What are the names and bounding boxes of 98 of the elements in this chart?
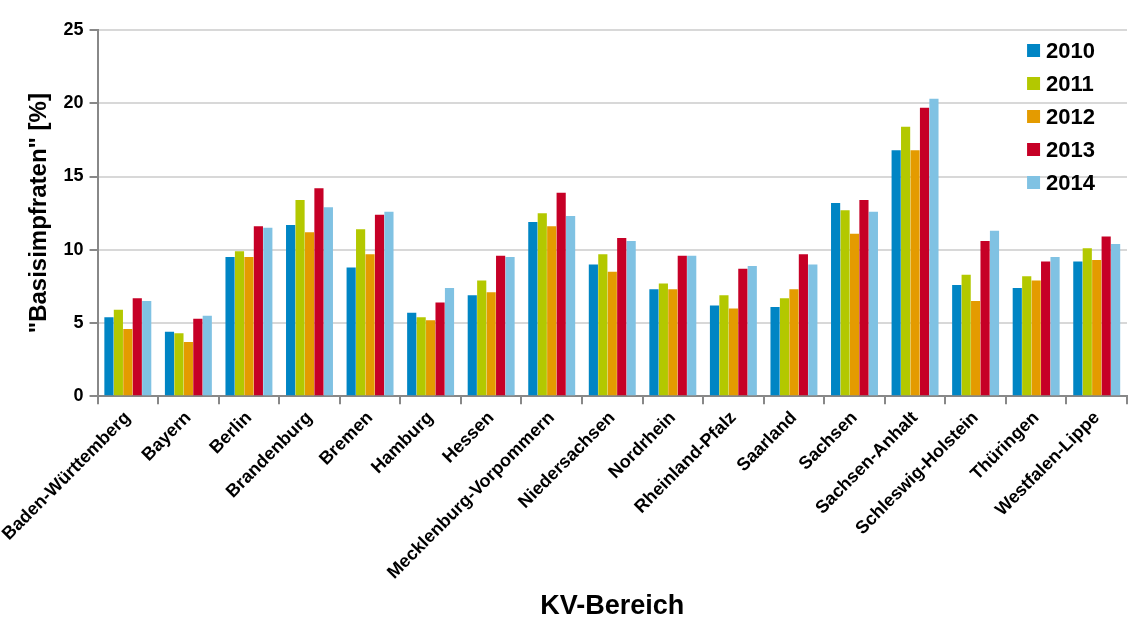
bar [346,267,356,396]
bar [304,232,315,396]
bar [971,301,981,396]
bar [668,289,678,396]
legend-label: 2012 [1046,103,1096,129]
bar [556,192,566,396]
legend-label: 2011 [1046,70,1094,96]
y-axis-title: "Basisimpfraten" [%] [23,93,51,334]
bar [1012,287,1022,396]
bar [467,295,477,396]
bar [779,298,790,396]
bar [747,265,757,396]
bar [174,333,184,396]
bar [234,251,245,396]
bar [407,312,417,396]
bar [709,305,720,396]
bar [919,107,930,396]
bar [202,315,212,396]
bar [444,287,455,396]
y-tick-label: 25 [63,18,84,39]
bar [384,211,394,396]
bar [980,241,990,396]
bar [770,306,780,396]
bar [295,199,305,396]
bar [104,317,114,396]
bar [477,280,487,396]
bar [798,254,808,396]
x-axis-title: KV-Bereich [540,590,685,621]
y-tick-label: 0 [73,385,84,406]
bar [859,199,869,396]
bar [728,308,738,396]
bar [426,320,436,396]
bar [225,257,235,396]
bar [286,224,296,396]
bar [617,238,627,396]
bar [323,207,333,396]
bar [164,331,175,396]
bar [588,264,598,396]
bar [989,230,1000,396]
bar [1073,261,1083,396]
y-tick-label: 20 [63,92,84,113]
bar [677,255,687,396]
bar [505,257,515,396]
bar [808,264,818,396]
bar [528,221,538,396]
bar [1082,248,1092,396]
bar [123,328,133,396]
bar [183,342,193,396]
bar [142,301,152,396]
y-tick-label: 5 [73,312,84,333]
bar [901,126,911,396]
bar [649,289,659,396]
bar [607,271,617,396]
bar [849,233,860,396]
bar [840,210,850,396]
bar [598,254,608,396]
bar [831,202,841,396]
bar [547,226,557,396]
bar [356,229,366,396]
bar [687,255,697,396]
bar [365,254,375,396]
bar [789,289,799,396]
bar [658,283,668,396]
bar [537,213,547,396]
bar [952,284,962,396]
bar [193,318,203,396]
bar [374,214,385,396]
bar [253,226,263,396]
bar [868,211,878,396]
legend-label: 2010 [1046,37,1096,63]
legend-label: 2014 [1046,169,1096,195]
y-tick-label: 10 [63,238,84,259]
bar [1031,280,1041,396]
legend-label: 2013 [1046,136,1096,162]
bar [1022,276,1032,396]
bar [738,268,748,396]
bar [244,257,254,396]
bar [961,274,971,396]
bar [1050,257,1060,396]
y-tick-label: 15 [63,165,84,186]
bar [314,188,324,396]
bar [1092,260,1102,396]
bar [566,216,576,396]
bar [929,98,939,396]
bar [910,150,920,396]
bar [132,298,142,396]
bar [113,309,123,396]
bar [719,295,729,396]
bar [1111,243,1121,396]
bar [486,292,496,396]
bar [263,227,273,396]
bar [1041,261,1051,396]
bar [891,150,901,396]
bar [416,317,426,396]
bar [626,241,636,396]
bar [435,302,445,396]
bar [496,255,506,396]
bar [1101,236,1111,396]
